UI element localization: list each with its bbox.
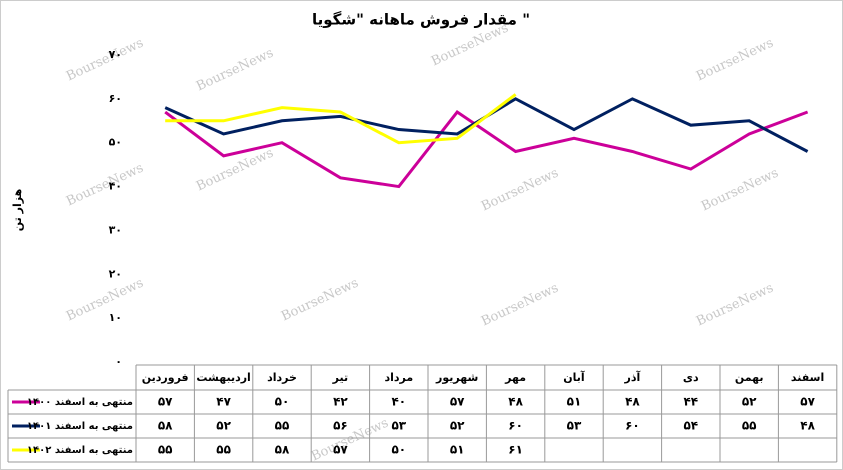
data-label: ۵۷ [158, 395, 173, 409]
data-label: ۵۲ [216, 419, 231, 433]
legend-label: منتهی به اسفند ۱۴۰۲ [27, 445, 133, 456]
legend-label: منتهی به اسفند ۱۴۰۱ [27, 421, 133, 432]
y-tick-label: ۲۰ [109, 267, 122, 280]
data-label: ۵۵ [158, 443, 173, 457]
data-label: ۴۸ [508, 395, 523, 409]
data-label: ۵۱ [567, 395, 582, 409]
data-label: ۶۰ [625, 419, 640, 433]
series-line [165, 93, 517, 145]
data-label: ۵۴ [683, 419, 698, 433]
data-label: ۵۵ [275, 419, 290, 433]
data-label: ۵۲ [742, 395, 757, 409]
data-label: ۴۴ [683, 395, 698, 409]
data-label: ۵۵ [742, 419, 757, 433]
y-tick-label: ۵۰ [109, 136, 122, 149]
data-label: ۴۰ [391, 395, 406, 409]
data-label: ۶۱ [508, 443, 523, 457]
y-tick-label: ۶۰ [109, 92, 122, 105]
series-line [164, 109, 809, 189]
x-tick-label: اردیبهشت [196, 371, 250, 384]
data-label: ۴۲ [333, 395, 348, 409]
x-tick-label: دی [683, 371, 699, 384]
data-label: ۵۳ [567, 419, 582, 433]
x-tick-label: مرداد [384, 371, 413, 384]
x-tick-label: آبان [563, 370, 585, 384]
x-tick-label: شهریور [435, 371, 478, 384]
data-label: ۴۸ [625, 395, 640, 409]
x-tick-label: تیر [332, 371, 348, 384]
data-label: ۵۱ [450, 443, 465, 457]
y-tick-label: ۰ [115, 355, 122, 368]
data-label: ۵۳ [391, 419, 406, 433]
data-label: ۶۰ [508, 419, 523, 433]
data-label: ۵۷ [450, 395, 465, 409]
chart-title: مقدار فروش ماهانه "شگویا " [312, 11, 530, 29]
y-tick-label: ۷۰ [109, 48, 122, 61]
y-tick-label: ۴۰ [109, 180, 122, 193]
x-tick-label: مهر [504, 371, 526, 384]
data-label: ۴۸ [800, 419, 815, 433]
data-label: ۵۷ [800, 395, 815, 409]
x-tick-label: فروردین [142, 371, 189, 384]
y-axis-label: هزار تن [11, 189, 24, 231]
data-label: ۴۷ [216, 395, 231, 409]
data-label: ۵۲ [450, 419, 465, 433]
x-tick-label: آذر [624, 370, 641, 384]
data-label: ۵۸ [275, 443, 290, 457]
data-label: ۵۰ [391, 443, 406, 457]
data-label: ۵۷ [333, 443, 348, 457]
x-tick-label: اسفند [791, 371, 824, 384]
data-label: ۵۶ [333, 419, 348, 433]
legend-label: منتهی به اسفند ۱۴۰۰ [27, 397, 133, 408]
data-label: ۵۰ [275, 395, 290, 409]
y-tick-label: ۳۰ [109, 223, 122, 236]
data-label: ۵۵ [216, 443, 231, 457]
x-tick-label: خرداد [267, 371, 297, 384]
x-tick-label: بهمن [735, 371, 764, 384]
data-label: ۵۸ [158, 419, 173, 433]
y-tick-label: ۱۰ [109, 311, 122, 324]
